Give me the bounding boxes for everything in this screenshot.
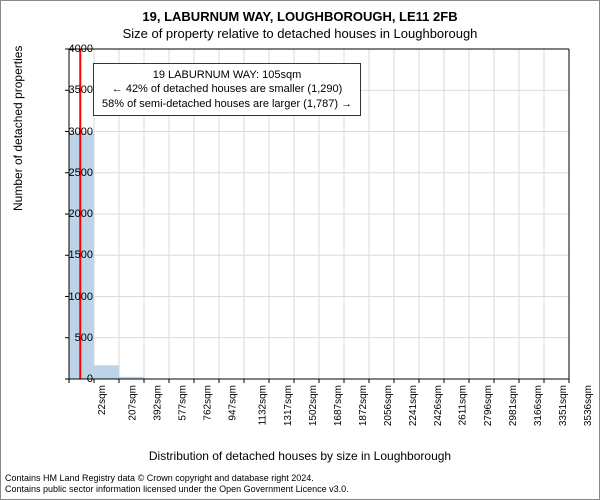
annotation-box: 19 LABURNUM WAY: 105sqm ← 42% of detache… xyxy=(93,63,361,116)
y-tick-label: 1500 xyxy=(53,249,93,261)
x-tick-label: 2241sqm xyxy=(408,385,419,426)
annotation-line-3: 58% of semi-detached houses are larger (… xyxy=(102,97,352,111)
y-tick-label: 1000 xyxy=(53,291,93,303)
y-tick-label: 2000 xyxy=(53,208,93,220)
x-tick-label: 1317sqm xyxy=(283,385,294,426)
x-tick-label: 2611sqm xyxy=(457,385,468,425)
x-tick-label: 207sqm xyxy=(128,385,139,421)
chart-subtitle: Size of property relative to detached ho… xyxy=(1,26,599,41)
y-axis-label: Number of detached properties xyxy=(11,46,25,211)
y-tick-label: 3000 xyxy=(53,126,93,138)
y-tick-label: 4000 xyxy=(53,43,93,55)
y-tick-label: 2500 xyxy=(53,167,93,179)
x-tick-label: 22sqm xyxy=(97,385,108,415)
x-tick-label: 1132sqm xyxy=(257,385,268,425)
chart-container: { "chart": { "type": "histogram", "title… xyxy=(0,0,600,500)
footer-line-1: Contains HM Land Registry data © Crown c… xyxy=(5,473,349,484)
y-tick-label: 500 xyxy=(53,332,93,344)
annotation-line-2: ← 42% of detached houses are smaller (1,… xyxy=(102,82,352,96)
x-tick-label: 2056sqm xyxy=(383,385,394,426)
x-tick-label: 1687sqm xyxy=(333,385,344,426)
y-tick-label: 3500 xyxy=(53,84,93,96)
x-axis-label: Distribution of detached houses by size … xyxy=(1,449,599,463)
y-tick-label: 0 xyxy=(53,373,93,385)
footer-line-2: Contains public sector information licen… xyxy=(5,484,349,495)
x-tick-label: 3166sqm xyxy=(533,385,544,426)
x-tick-label: 3536sqm xyxy=(583,385,594,426)
x-tick-label: 947sqm xyxy=(228,385,239,421)
x-tick-label: 1502sqm xyxy=(308,385,319,426)
x-tick-label: 3351sqm xyxy=(558,385,569,426)
x-tick-label: 2426sqm xyxy=(433,385,444,426)
x-tick-label: 577sqm xyxy=(178,385,189,421)
x-tick-label: 2981sqm xyxy=(508,385,519,426)
x-tick-label: 2796sqm xyxy=(483,385,494,426)
x-tick-label: 1872sqm xyxy=(358,385,369,426)
footer-attribution: Contains HM Land Registry data © Crown c… xyxy=(5,473,349,495)
x-tick-label: 392sqm xyxy=(153,385,164,421)
chart-title-address: 19, LABURNUM WAY, LOUGHBOROUGH, LE11 2FB xyxy=(1,9,599,24)
x-tick-label: 762sqm xyxy=(203,385,214,421)
annotation-line-1: 19 LABURNUM WAY: 105sqm xyxy=(102,68,352,82)
